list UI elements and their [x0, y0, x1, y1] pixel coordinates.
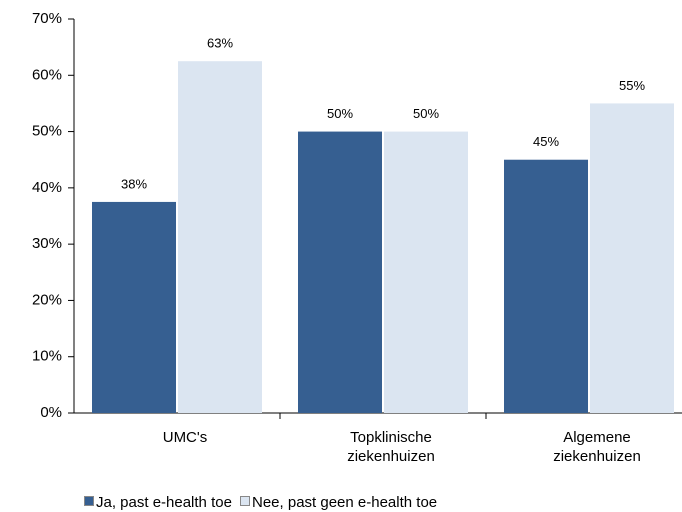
- value-label: 63%: [207, 36, 233, 51]
- y-tick-label: 50%: [32, 123, 62, 140]
- legend-item: Nee, past geen e-health toe: [240, 494, 437, 511]
- bar: [504, 159, 588, 413]
- y-tick-label: 40%: [32, 179, 62, 196]
- y-tick-label: 30%: [32, 235, 62, 252]
- bar: [384, 131, 468, 414]
- legend-swatch: [240, 496, 250, 506]
- value-label: 45%: [533, 134, 559, 149]
- bar: [298, 131, 382, 414]
- value-label: 38%: [121, 176, 147, 191]
- legend-label: Ja, past e-health toe: [96, 494, 232, 511]
- value-label: 50%: [413, 106, 439, 121]
- bar: [590, 103, 674, 413]
- value-label: 55%: [619, 78, 645, 93]
- y-tick-label: 20%: [32, 291, 62, 308]
- legend-swatch: [84, 496, 94, 506]
- x-tick-label: UMC's: [162, 429, 208, 446]
- legend-item: Ja, past e-health toe: [84, 494, 232, 511]
- x-tick-label: Algemene ziekenhuizen: [553, 429, 641, 465]
- x-tick-label: Topklinische ziekenhuizen: [347, 429, 435, 465]
- bar: [178, 61, 262, 413]
- y-tick-label: 0%: [40, 404, 62, 421]
- value-label: 50%: [327, 106, 353, 121]
- legend-label: Nee, past geen e-health toe: [252, 494, 438, 511]
- bar: [92, 201, 176, 413]
- y-tick-label: 60%: [32, 66, 62, 83]
- y-tick-label: 10%: [32, 348, 62, 365]
- y-tick-label: 70%: [32, 10, 62, 27]
